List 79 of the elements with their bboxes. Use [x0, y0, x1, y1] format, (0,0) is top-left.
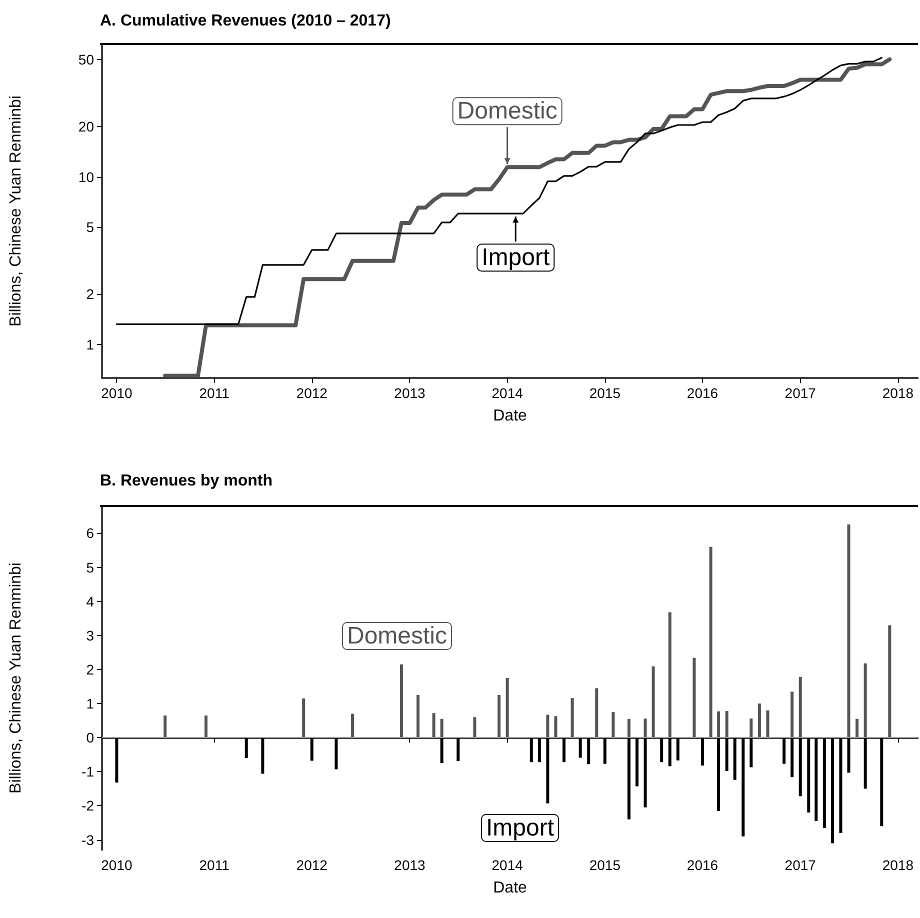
y-tick-label: 5	[86, 219, 94, 236]
x-tick-label: 2014	[492, 857, 524, 873]
bar	[400, 664, 403, 738]
bar	[416, 695, 420, 738]
x-tick-label: 2018	[882, 857, 914, 873]
bar	[204, 715, 208, 738]
bar	[668, 612, 672, 738]
bar	[864, 663, 867, 738]
chart-title: A. Cumulative Revenues (2010 – 2017)	[100, 12, 391, 30]
x-tick-label: 2014	[492, 385, 524, 401]
bar	[498, 695, 501, 738]
annotation: Import	[482, 244, 550, 272]
x-tick-label: 2017	[784, 385, 816, 401]
x-tick-label: 2016	[686, 857, 718, 873]
bar	[351, 714, 354, 738]
y-tick-label: 20	[78, 118, 94, 134]
bar	[506, 678, 509, 738]
y-tick-label: 10	[78, 168, 94, 185]
bar	[758, 704, 761, 738]
x-axis-title: Date	[493, 880, 527, 896]
y-tick-label: -2	[82, 798, 94, 814]
x-tick-label: 2017	[784, 857, 816, 873]
bar	[766, 710, 770, 738]
bar	[790, 692, 794, 738]
x-tick-label: 2010	[101, 857, 132, 873]
y-tick-label: 6	[86, 525, 94, 542]
bar	[595, 688, 598, 738]
annotation: Domestic	[457, 98, 558, 125]
bar	[432, 713, 436, 738]
x-tick-label: 2011	[199, 857, 230, 873]
bar	[644, 718, 647, 738]
y-tick-label: -3	[82, 832, 94, 848]
y-tick-label: 2	[86, 661, 94, 678]
bar	[709, 546, 712, 738]
x-tick-label: 2012	[296, 385, 328, 401]
bar	[554, 716, 558, 738]
y-tick-label: 1	[86, 336, 94, 352]
y-tick-label: 5	[86, 559, 94, 576]
bar	[473, 717, 476, 738]
x-tick-label: 2010	[101, 385, 132, 401]
bar	[302, 698, 306, 738]
x-tick-label: 2015	[589, 385, 621, 401]
x-tick-label: 2018	[882, 385, 914, 401]
y-tick-label: 0	[86, 730, 94, 746]
y-axis-title: Billions, Chinese Yuan Renminbi	[8, 562, 24, 794]
x-axis-title: Date	[493, 408, 527, 424]
bar	[847, 524, 850, 738]
y-axis-title: Billions, Chinese Yuan Renminbi	[8, 96, 24, 326]
x-tick-label: 2016	[686, 385, 718, 401]
series-label: Domestic	[346, 622, 448, 650]
x-tick-label: 2012	[296, 857, 328, 873]
y-tick-label: 50	[78, 52, 94, 68]
bar	[798, 676, 802, 738]
bar	[570, 698, 574, 738]
bar	[627, 718, 630, 738]
bar	[546, 714, 550, 738]
x-tick-label: 2013	[394, 857, 426, 873]
bar	[717, 711, 720, 738]
y-tick-label: 4	[86, 593, 94, 610]
bar	[888, 625, 892, 738]
x-tick-label: 2011	[199, 385, 230, 401]
y-tick-label: 2	[86, 286, 94, 302]
bar	[440, 718, 444, 738]
bar	[164, 715, 167, 738]
x-tick-label: 2015	[589, 857, 621, 873]
line-series	[116, 56, 882, 325]
chart-title: B. Revenues by month	[100, 472, 272, 490]
y-tick-label: 3	[86, 627, 94, 644]
y-tick-label: 1	[86, 696, 94, 712]
bar	[725, 711, 728, 738]
series-label: Import	[486, 814, 554, 842]
bar	[612, 712, 615, 738]
bar	[652, 666, 655, 738]
line-series	[163, 57, 892, 378]
bar	[750, 718, 753, 738]
bar	[856, 718, 859, 738]
bar	[692, 658, 696, 738]
x-tick-label: 2013	[394, 385, 426, 401]
y-tick-label: -1	[82, 764, 94, 780]
